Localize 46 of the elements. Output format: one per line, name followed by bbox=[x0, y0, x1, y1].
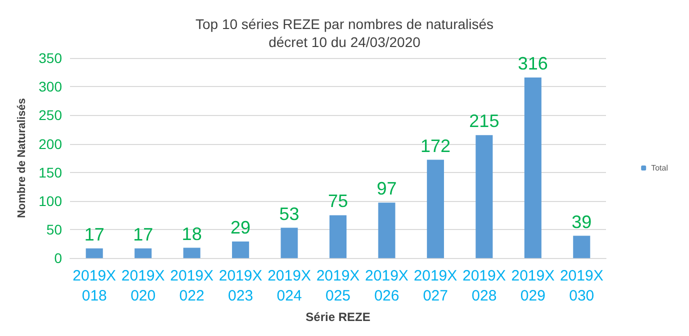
y-tick-label: 350 bbox=[38, 50, 62, 66]
bar bbox=[329, 215, 347, 258]
x-tick-label: 2019X 018 bbox=[72, 268, 116, 305]
data-label: 17 bbox=[84, 224, 104, 244]
y-tick-label: 200 bbox=[38, 136, 62, 152]
y-tick-label: 300 bbox=[38, 78, 62, 95]
bar bbox=[183, 248, 200, 258]
bar bbox=[524, 77, 542, 258]
x-tick-label: 2019X 028 bbox=[462, 268, 506, 305]
bar bbox=[134, 248, 152, 258]
x-tick-label: 2019X 029 bbox=[511, 268, 555, 305]
bar bbox=[426, 160, 444, 258]
bar bbox=[86, 248, 103, 258]
x-tick-label: 2019X 025 bbox=[316, 268, 360, 305]
bar bbox=[378, 202, 396, 258]
y-tick-label: 100 bbox=[38, 192, 62, 209]
data-label: 29 bbox=[230, 218, 251, 238]
bar bbox=[232, 242, 250, 258]
data-label: 17 bbox=[133, 224, 154, 244]
y-axis-title: Nombre de Naturalisés bbox=[16, 98, 28, 218]
data-label: 18 bbox=[182, 224, 202, 244]
data-label: 39 bbox=[572, 212, 592, 232]
data-label: 172 bbox=[420, 136, 450, 156]
y-tick-label: 250 bbox=[38, 107, 62, 124]
x-axis-title: Série REZE bbox=[306, 310, 370, 324]
chart-subtitle: décret 10 du 24/03/2020 bbox=[268, 34, 421, 50]
data-label: 75 bbox=[328, 191, 348, 212]
chart-title: Top 10 séries REZE par nombres de naturalisés bbox=[195, 16, 494, 32]
x-tick-label: 2019X 030 bbox=[560, 268, 604, 305]
legend-label: Total bbox=[651, 164, 668, 172]
data-label: 97 bbox=[376, 178, 397, 199]
x-tick-label: 2019X 022 bbox=[170, 268, 214, 305]
data-label: 316 bbox=[518, 53, 548, 74]
x-tick-label: 2019X 027 bbox=[414, 268, 458, 305]
bar bbox=[476, 135, 493, 258]
data-label: 53 bbox=[279, 204, 300, 224]
bar bbox=[573, 236, 590, 258]
y-tick-label: 50 bbox=[46, 222, 62, 238]
x-tick-label: 2019X 023 bbox=[218, 268, 262, 305]
bar bbox=[280, 228, 298, 258]
y-tick-label: 0 bbox=[54, 250, 62, 266]
x-tick-label: 2019X 024 bbox=[268, 268, 311, 305]
data-label: 215 bbox=[469, 111, 500, 132]
x-tick-label: 2019X 020 bbox=[121, 268, 165, 305]
x-tick-label: 2019X 026 bbox=[365, 268, 408, 305]
y-tick-label: 150 bbox=[38, 164, 62, 180]
